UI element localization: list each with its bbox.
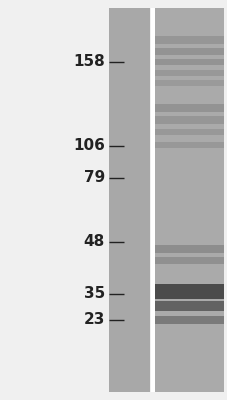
Text: 48: 48 — [83, 234, 104, 250]
Bar — [155, 257, 223, 264]
Bar — [155, 36, 223, 44]
Text: 23: 23 — [83, 312, 104, 328]
Bar — [155, 302, 223, 311]
Text: 106: 106 — [73, 138, 104, 154]
Bar — [155, 245, 223, 253]
Bar — [155, 129, 223, 135]
Bar — [155, 316, 223, 324]
Bar — [155, 284, 223, 299]
Bar — [150, 8, 154, 392]
Bar — [155, 80, 223, 86]
Bar — [155, 48, 223, 55]
Bar — [155, 8, 223, 392]
Bar — [109, 8, 150, 392]
Bar — [155, 70, 223, 76]
Bar — [155, 59, 223, 65]
Bar — [155, 104, 223, 112]
Text: 158: 158 — [73, 54, 104, 70]
Text: 79: 79 — [83, 170, 104, 186]
Bar — [155, 142, 223, 148]
Bar — [155, 116, 223, 124]
Text: 35: 35 — [83, 286, 104, 302]
